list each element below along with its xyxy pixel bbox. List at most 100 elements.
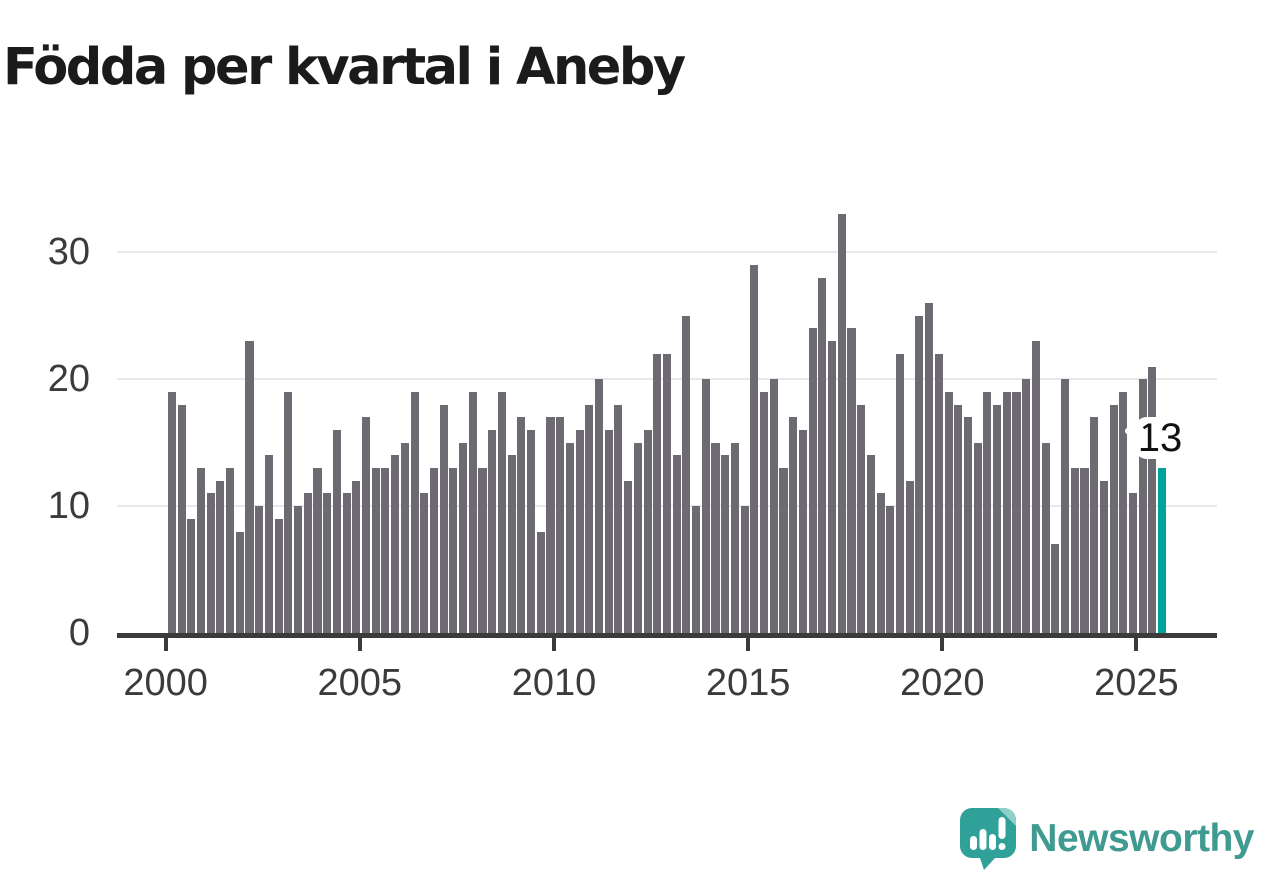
bar — [410, 391, 419, 633]
bar — [604, 430, 613, 633]
bar — [1119, 391, 1128, 633]
bar — [760, 391, 769, 633]
bar — [721, 455, 730, 633]
x-tick-label: 2000 — [123, 662, 208, 704]
bar — [730, 442, 739, 633]
chart-title: Födda per kvartal i Aneby — [3, 38, 686, 98]
bar — [303, 493, 312, 633]
bar — [565, 442, 574, 633]
newsworthy-logo-icon — [960, 808, 1017, 870]
bar — [857, 404, 866, 633]
bar — [459, 442, 468, 633]
bar — [342, 493, 351, 633]
bar — [1061, 379, 1070, 633]
year-tick — [940, 638, 945, 651]
year-tick — [1134, 638, 1139, 651]
bar — [546, 417, 555, 633]
bar — [905, 480, 914, 633]
bar — [973, 442, 982, 633]
bar — [895, 353, 905, 633]
bar-highlight — [1158, 468, 1167, 633]
x-tick-label: 2025 — [1094, 662, 1179, 704]
year-tick — [552, 638, 556, 651]
bar — [779, 468, 788, 633]
bar — [187, 518, 196, 633]
y-tick-label: 30 — [47, 231, 90, 274]
bar — [536, 531, 545, 633]
bar — [439, 404, 448, 633]
bar — [963, 417, 972, 633]
bar — [633, 442, 642, 633]
bar — [1041, 442, 1050, 633]
bar — [352, 480, 361, 633]
bar — [983, 391, 992, 633]
bar — [934, 353, 943, 633]
bar — [323, 493, 332, 633]
bar — [701, 379, 710, 633]
bar — [740, 506, 749, 633]
bar — [400, 442, 409, 633]
bar — [507, 455, 516, 633]
bar — [206, 493, 215, 633]
bar — [420, 493, 429, 633]
bar — [371, 468, 380, 633]
x-axis-line — [117, 633, 1217, 638]
bar — [235, 531, 244, 633]
bar — [818, 277, 827, 633]
bar — [527, 430, 536, 633]
bar — [585, 404, 594, 633]
bar — [672, 455, 681, 633]
bar — [497, 391, 506, 633]
bar — [847, 328, 856, 633]
bar — [429, 468, 439, 633]
bar — [226, 468, 235, 633]
bar — [837, 214, 846, 633]
bar — [517, 417, 526, 633]
bar — [332, 430, 341, 633]
bar — [245, 341, 254, 633]
bar — [624, 480, 633, 633]
x-tick-label: 2010 — [511, 662, 597, 704]
bar — [886, 506, 895, 633]
bar — [294, 506, 303, 633]
x-tick-label: 2020 — [900, 662, 985, 704]
bar — [866, 455, 875, 633]
bar — [1128, 493, 1138, 633]
bar — [1031, 341, 1040, 633]
year-tick — [357, 638, 362, 651]
gridline-y30 — [117, 251, 1217, 254]
bar — [1051, 544, 1060, 633]
bar — [556, 417, 565, 633]
bar — [381, 468, 390, 633]
bar — [711, 442, 720, 633]
newsworthy-logo[interactable]: Newsworthy — [959, 807, 1254, 871]
bar — [750, 265, 759, 633]
bar — [196, 468, 206, 633]
bar — [614, 404, 623, 633]
x-tick-label: 2015 — [705, 662, 791, 704]
bar — [662, 353, 672, 633]
bar — [1012, 391, 1021, 633]
bar — [954, 404, 963, 633]
bar — [1090, 417, 1099, 633]
bar — [827, 341, 837, 633]
x-tick-label: 2005 — [317, 662, 403, 704]
bar — [264, 455, 273, 633]
bar — [1138, 379, 1147, 633]
bar — [692, 506, 701, 633]
bar — [274, 518, 283, 633]
bar — [216, 480, 225, 633]
y-tick-label: 0 — [68, 612, 90, 654]
bar — [313, 468, 322, 633]
bar — [993, 404, 1002, 633]
y-tick-label: 20 — [47, 358, 90, 401]
bar — [468, 391, 477, 633]
newsworthy-logo-text: Newsworthy — [1029, 817, 1254, 860]
bar — [391, 455, 400, 633]
bar — [1022, 379, 1031, 633]
year-tick — [746, 638, 751, 651]
bar — [1099, 480, 1108, 633]
bar — [1080, 468, 1089, 633]
bar — [808, 328, 817, 633]
